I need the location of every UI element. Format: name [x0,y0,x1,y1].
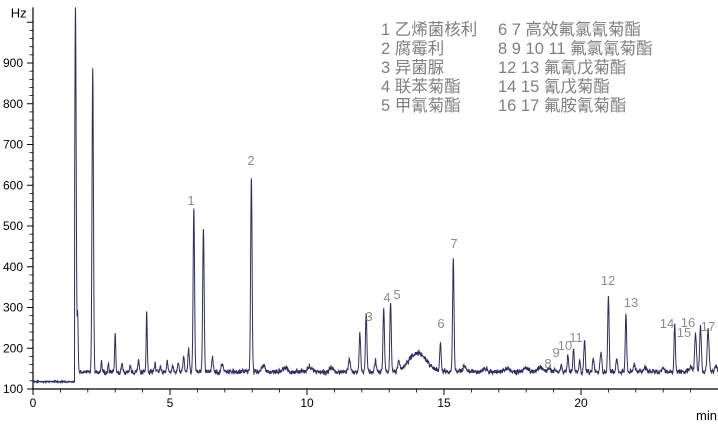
svg-text:min: min [696,408,717,423]
svg-text:20: 20 [574,396,588,410]
svg-text:15: 15 [437,396,451,410]
svg-text:16: 16 [681,315,695,330]
svg-text:1: 1 [187,193,194,208]
svg-text:12: 12 [601,273,615,288]
svg-text:4: 4 [383,290,390,305]
svg-text:400: 400 [3,260,23,274]
svg-text:7: 7 [450,236,457,251]
svg-text:2: 2 [247,153,254,168]
svg-text:Hz: Hz [11,6,27,21]
svg-text:600: 600 [3,178,23,192]
svg-text:10: 10 [300,396,314,410]
svg-text:900: 900 [3,56,23,70]
svg-text:0: 0 [30,396,37,410]
svg-text:300: 300 [3,301,23,315]
svg-text:5: 5 [393,287,400,302]
svg-text:13: 13 [624,295,638,310]
svg-text:14: 14 [660,316,674,331]
svg-text:17: 17 [701,319,715,334]
svg-text:500: 500 [3,219,23,233]
svg-text:11: 11 [569,330,583,345]
svg-text:700: 700 [3,138,23,152]
svg-text:800: 800 [3,97,23,111]
svg-text:8: 8 [544,356,551,371]
svg-text:5: 5 [167,396,174,410]
svg-text:3: 3 [365,309,372,324]
svg-text:200: 200 [3,341,23,355]
svg-text:6: 6 [437,316,444,331]
svg-text:100: 100 [3,382,23,396]
